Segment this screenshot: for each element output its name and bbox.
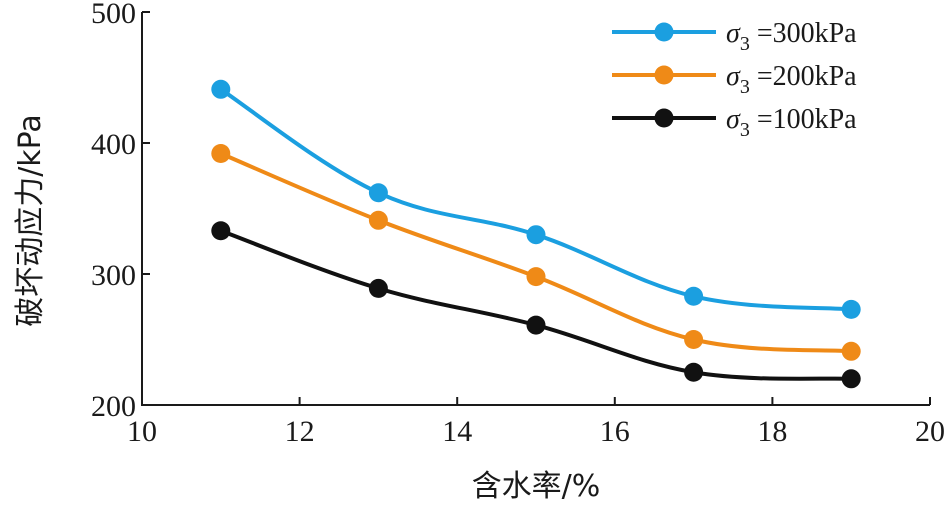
x-axis-title: 含水率/% [472,469,601,504]
data-point [211,79,231,99]
data-point [368,210,388,230]
legend-sigma-symbol: σ [726,18,741,49]
legend-subscript: 3 [740,119,750,141]
y-axis-ticks: 200 300 400 500 [91,0,150,423]
x-axis-ticks: 10 12 14 16 18 20 [127,397,945,448]
series-0 [211,79,861,319]
data-point [211,221,231,241]
legend-sigma-symbol: σ [726,61,741,92]
legend-sigma-symbol: σ [726,104,741,135]
data-point [841,341,861,361]
data-point [526,267,546,287]
x-tick-label: 14 [442,415,472,448]
y-tick-label: 300 [91,259,136,292]
legend-item: σ3 =300kPa [612,18,857,55]
legend-marker [654,22,674,42]
y-tick-label: 200 [91,390,136,423]
legend-item: σ3 =100kPa [612,104,857,141]
legend-value: =300kPa [750,18,857,49]
data-point [368,278,388,298]
data-point [211,143,231,163]
legend-item: σ3 =200kPa [612,61,857,98]
legend-marker [654,65,674,85]
data-point [684,286,704,306]
x-tick-label: 16 [600,415,630,448]
series-2 [211,221,861,389]
data-point [841,299,861,319]
data-point [684,362,704,382]
x-tick-label: 10 [127,415,157,448]
series-1 [211,143,861,361]
data-point [526,315,546,335]
legend-value: =200kPa [750,61,857,92]
legend-subscript: 3 [740,33,750,55]
x-tick-label: 18 [757,415,787,448]
x-tick-label: 12 [285,415,315,448]
data-point [841,369,861,389]
legend-marker [654,108,674,128]
x-tick-label: 20 [915,415,945,448]
data-point [684,330,704,349]
series-layer [211,79,861,389]
y-axis-title: 破坏动应力/kPa [13,114,48,327]
y-tick-label: 400 [91,128,136,161]
legend-subscript: 3 [740,76,750,98]
legend-label: σ3 =100kPa [726,104,857,141]
data-point [368,183,388,203]
legend-label: σ3 =300kPa [726,18,857,55]
legend-label: σ3 =200kPa [726,61,857,98]
y-tick-label: 500 [91,0,136,30]
data-point [526,225,546,245]
legend-value: =100kPa [750,104,857,135]
